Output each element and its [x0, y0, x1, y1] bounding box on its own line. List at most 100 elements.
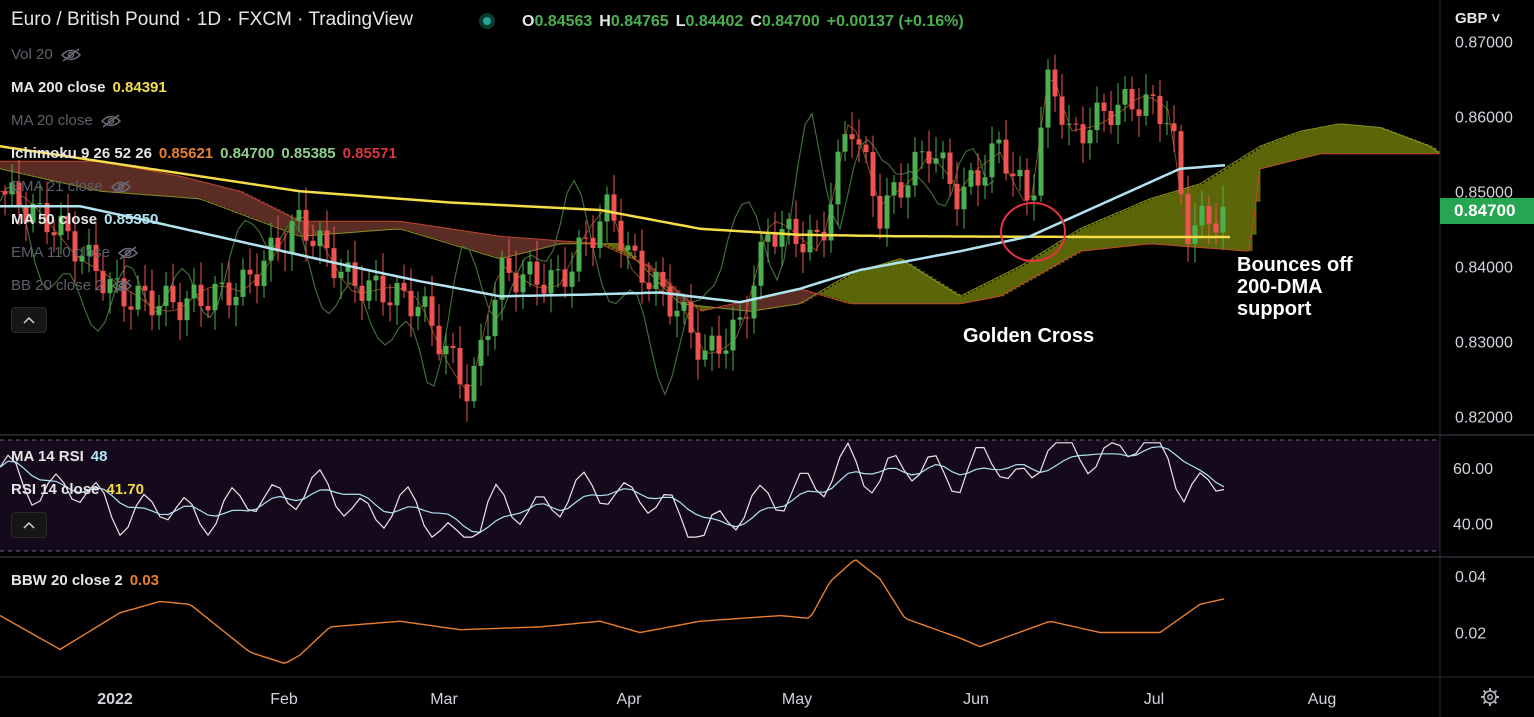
ichimoku-cloud-segment: [1128, 208, 1133, 247]
ichimoku-cloud-segment: [324, 221, 329, 235]
ichimoku-cloud-segment: [868, 268, 873, 304]
candle-down: [863, 144, 869, 153]
ichimoku-cloud-segment: [944, 286, 949, 304]
ichimoku-cloud-segment: [388, 221, 393, 230]
ichimoku-cloud-segment: [260, 201, 265, 222]
ichimoku-cloud-segment: [380, 221, 385, 231]
legend-vol[interactable]: Vol 20: [11, 46, 82, 63]
price-axis-label: 0.84000: [1455, 259, 1513, 276]
candle-down: [72, 231, 78, 262]
price-axis-label: 0.86000: [1455, 109, 1513, 126]
ichimoku-cloud-segment: [196, 180, 201, 199]
candle-up: [1115, 104, 1121, 125]
ichimoku-cloud-segment: [384, 221, 389, 230]
ichimoku-cloud-segment: [740, 302, 745, 311]
ichimoku-cloud-segment: [1056, 243, 1061, 265]
ichimoku-cloud-segment: [72, 161, 77, 185]
ichimoku-cloud-segment: [896, 259, 901, 304]
ichimoku-cloud-segment: [1308, 129, 1313, 157]
ichimoku-cloud-segment: [236, 190, 241, 213]
candle-down: [646, 282, 652, 290]
candle-up: [338, 271, 344, 279]
candle-down: [387, 302, 393, 306]
ichimoku-cloud-segment: [320, 221, 325, 235]
candle-down: [1003, 139, 1009, 174]
ichimoku-cloud-segment: [644, 263, 649, 268]
ichimoku-cloud-segment: [664, 278, 669, 288]
candle-down: [1024, 169, 1030, 201]
legend-bb[interactable]: BB 20 close 2: [11, 277, 133, 294]
candle-up: [499, 258, 505, 300]
ichimoku-cloud-segment: [52, 161, 57, 181]
hidden-eye-icon[interactable]: [60, 47, 82, 62]
ichimoku-cloud-segment: [1388, 130, 1393, 154]
legend-ichimoku[interactable]: Ichimoku 9 26 52 26 0.85621 0.84700 0.8538…: [11, 145, 404, 162]
legend-ema21[interactable]: EMA 21 close: [11, 178, 132, 195]
ichimoku-cloud-segment: [992, 280, 997, 298]
ichimoku-cloud-segment: [220, 186, 225, 207]
ichimoku-cloud-segment: [340, 221, 345, 234]
legend-ma50[interactable]: MA 50 close 0.85350: [11, 211, 159, 228]
ichimoku-cloud-segment: [24, 161, 29, 175]
legend-ema110[interactable]: EMA 110 close: [11, 244, 139, 261]
ichimoku-cloud-segment: [192, 179, 197, 199]
ichimoku-cloud-segment: [796, 289, 801, 305]
ichimoku-cloud-segment: [1192, 186, 1197, 247]
ichimoku-cloud-segment: [492, 235, 497, 257]
candle-down: [660, 271, 666, 287]
ichimoku-cloud-segment: [1024, 263, 1029, 283]
legend-ma200[interactable]: MA 200 close 0.84391: [11, 79, 167, 96]
ichimoku-cloud-segment: [872, 267, 877, 304]
candle-down: [128, 306, 134, 310]
candle-up: [9, 182, 15, 195]
ichimoku-cloud-segment: [792, 290, 797, 305]
legend-bbw[interactable]: BBW 20 close 2 0.03: [11, 572, 159, 589]
candle-up: [163, 285, 169, 306]
candle-down: [205, 306, 211, 311]
ichimoku-cloud-segment: [720, 306, 725, 309]
hidden-eye-icon[interactable]: [110, 179, 132, 194]
candle-down: [898, 182, 904, 198]
candle-down: [198, 284, 204, 307]
ichimoku-cloud-segment: [1364, 126, 1369, 154]
ichimoku-cloud-segment: [564, 241, 569, 244]
ichimoku-cloud-segment: [880, 264, 885, 304]
ichimoku-cloud-segment: [1012, 270, 1017, 290]
ichimoku-cloud-segment: [1124, 209, 1129, 247]
hidden-eye-icon[interactable]: [100, 113, 122, 128]
ichimoku-cloud-segment: [680, 293, 685, 304]
ichimoku-cloud-segment: [396, 221, 401, 230]
bbw-axis-label: 0.04: [1455, 569, 1486, 586]
candle-down: [562, 269, 568, 287]
ichimoku-cloud-segment: [272, 207, 277, 226]
collapse-rsi-legend-button[interactable]: [11, 512, 47, 538]
ichimoku-cloud-segment: [32, 161, 37, 176]
collapse-legend-button[interactable]: [11, 307, 47, 333]
ichimoku-cloud-segment: [1356, 125, 1361, 154]
candle-down: [170, 285, 176, 303]
hidden-eye-icon[interactable]: [117, 245, 139, 260]
ichimoku-cloud-segment: [300, 221, 305, 237]
ichimoku-cloud-segment: [1148, 199, 1153, 244]
candle-down: [1185, 194, 1191, 244]
candle-up: [723, 350, 729, 354]
ichimoku-cloud-segment: [1064, 238, 1069, 261]
ichimoku-cloud-segment: [1396, 133, 1401, 154]
ichimoku-cloud-segment: [840, 279, 845, 301]
ichimoku-cloud-segment: [724, 305, 729, 309]
candle-down: [877, 196, 883, 229]
ichimoku-cloud-segment: [1004, 274, 1009, 294]
ichimoku-cloud-segment: [416, 223, 421, 234]
settings-gear-icon[interactable]: [1480, 687, 1500, 707]
candle-down: [51, 232, 57, 236]
ichimoku-cloud-segment: [1256, 148, 1261, 202]
currency-selector[interactable]: GBP ˅: [1455, 10, 1501, 27]
hidden-eye-icon[interactable]: [111, 278, 133, 293]
legend-rsi[interactable]: RSI 14 close 41.70: [11, 481, 144, 498]
symbol-title[interactable]: Euro / British Pound · 1D · FXCM · Tradi…: [11, 9, 413, 30]
legend-ma20[interactable]: MA 20 close: [11, 112, 122, 129]
ichimoku-cloud-segment: [128, 166, 133, 194]
ichimoku-cloud-segment: [400, 221, 405, 229]
legend-ma-rsi[interactable]: MA 14 RSI 48: [11, 448, 108, 465]
